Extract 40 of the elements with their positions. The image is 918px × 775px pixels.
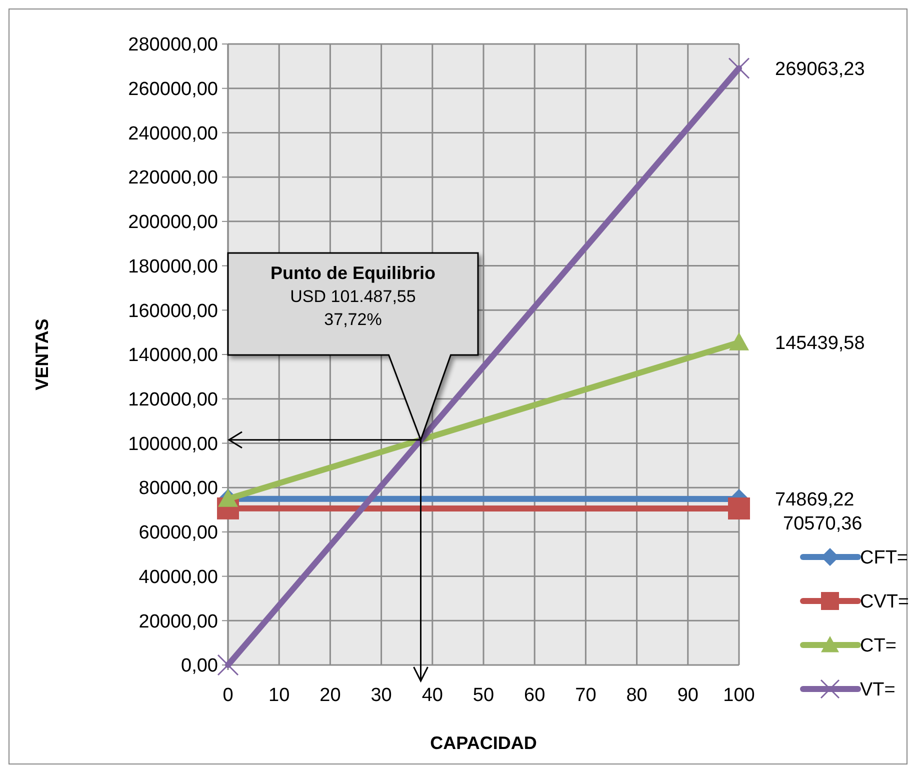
annotation: Punto de Equilibrio USD 101.487,55 37,72%	[270, 263, 436, 329]
legend-label: VT=	[860, 680, 896, 701]
data-label: 145439,58	[775, 333, 865, 354]
y-tick-label: 20000,00	[138, 611, 218, 632]
x-tick-label: 70	[575, 685, 596, 706]
y-axis-title: VENTAS	[32, 318, 52, 390]
x-tick-label: 40	[422, 685, 443, 706]
x-tick-label: 60	[524, 685, 546, 706]
point	[728, 497, 750, 520]
x-tick-label: 80	[626, 685, 648, 706]
y-tick-label: 0,00	[181, 656, 218, 677]
x-tick-label: 20	[320, 685, 341, 706]
y-tick-label: 280000,00	[128, 34, 218, 56]
x-tick-label: 10	[268, 685, 290, 706]
data-label: 74869,22	[775, 490, 854, 511]
point	[217, 654, 239, 676]
y-tick-label: 100000,00	[128, 434, 218, 455]
x-tick-label: 50	[472, 685, 494, 706]
y-tick-label: 180000,00	[128, 256, 218, 278]
legend-label: CT=	[860, 636, 896, 657]
legend-label: CFT=	[860, 548, 908, 569]
x-tick-label: 30	[370, 685, 392, 706]
legend-label: CVT=	[860, 592, 910, 613]
data-label: 269063,23	[775, 58, 865, 80]
x-axis-title: CAPACIDAD	[430, 733, 537, 753]
y-tick-label: 40000,00	[138, 566, 218, 588]
x-tick-label: 0	[222, 685, 234, 706]
point	[728, 58, 750, 80]
data-label: 70570,36	[783, 514, 862, 535]
y-tick-label: 260000,00	[128, 79, 218, 100]
y-tick-label: 200000,00	[128, 212, 218, 234]
y-tick-label: 140000,00	[128, 345, 218, 366]
x-tick-label: 90	[677, 685, 698, 706]
y-tick-label: 240000,00	[128, 123, 218, 144]
y-tick-label: 60000,00	[138, 522, 218, 544]
y-tick-label: 80000,00	[138, 478, 218, 500]
y-tick-label: 160000,00	[128, 300, 218, 322]
y-tick-label: 220000,00	[128, 168, 218, 189]
y-tick-label: 120000,00	[128, 390, 218, 411]
x-tick-label: 100	[723, 685, 755, 706]
